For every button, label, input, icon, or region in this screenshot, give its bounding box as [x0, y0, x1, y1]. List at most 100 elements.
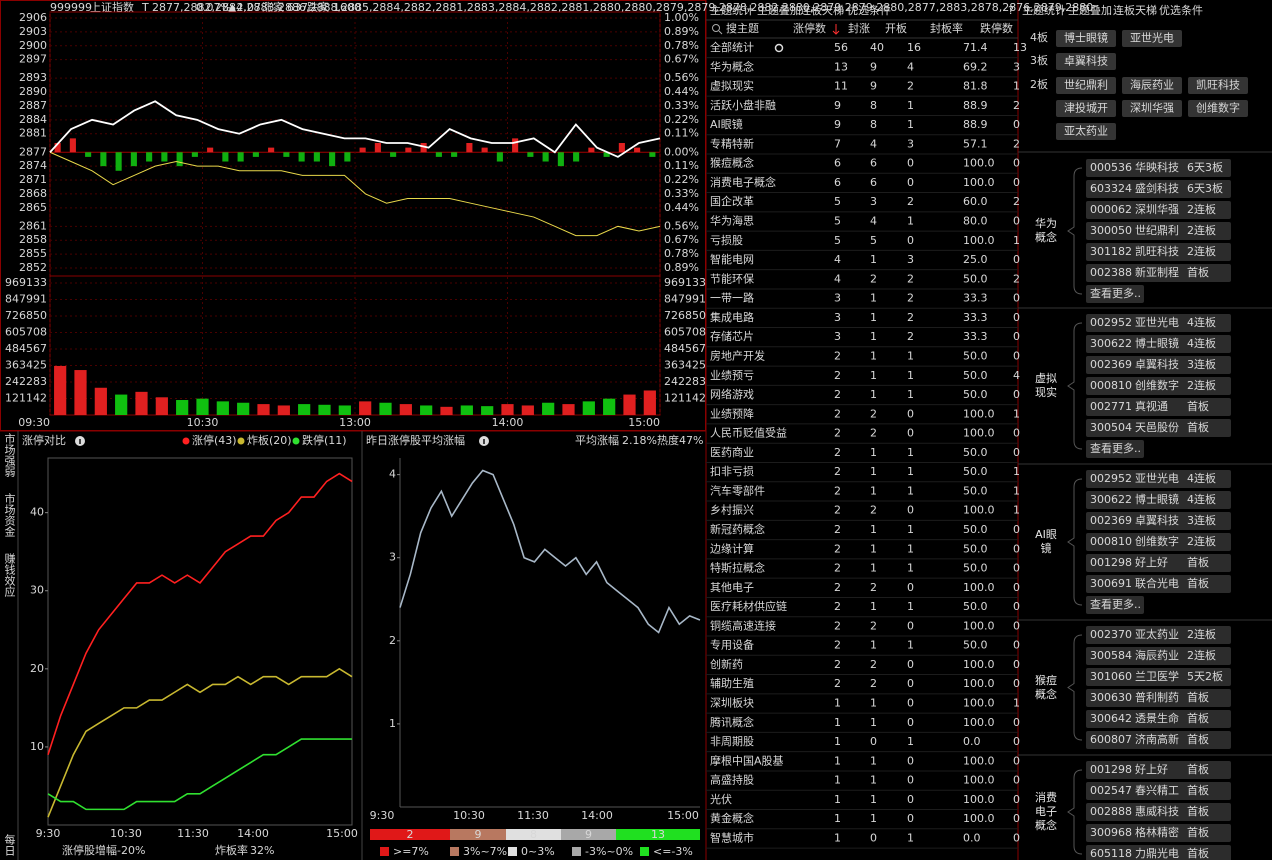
stock-row[interactable] [1086, 731, 1231, 749]
stock-chip[interactable] [1056, 123, 1116, 140]
stock-row[interactable] [1086, 470, 1231, 488]
theme-name[interactable]: 节能环保 [710, 271, 754, 285]
theme-name[interactable]: 猴痘概念 [710, 156, 754, 170]
theme-name[interactable]: 黄金概念 [710, 811, 754, 825]
theme-name[interactable]: 高盛持股 [710, 773, 754, 787]
stock-chip-label[interactable]: 亚太药业 [1064, 125, 1108, 138]
theme-name[interactable]: 亏损股 [710, 233, 743, 247]
tab[interactable]: 主题统计 [710, 4, 754, 17]
theme-name[interactable]: 智慧城市 [710, 830, 754, 844]
theme-name[interactable]: 华为海思 [710, 214, 754, 228]
column-header[interactable]: 开板 [885, 21, 907, 35]
theme-name[interactable]: 创新药 [710, 657, 743, 671]
tab[interactable]: 优选条件 [847, 3, 891, 17]
stock-row[interactable] [1086, 243, 1231, 261]
theme-name[interactable]: 医疗耗材供应链 [710, 599, 787, 613]
stock-chip-label[interactable]: 亚世光电 [1130, 31, 1174, 45]
tab[interactable]: 优选条件 [1159, 3, 1203, 17]
tab[interactable]: 连板天梯 [800, 3, 844, 17]
stock-row[interactable] [1086, 419, 1231, 437]
theme-name[interactable]: 其他电子 [710, 581, 754, 594]
theme-name[interactable]: 业绩预亏 [710, 369, 754, 382]
stock-row[interactable] [1086, 626, 1231, 644]
side-tab[interactable]: 每日 [3, 833, 16, 856]
stock-row[interactable] [1086, 710, 1231, 728]
side-tab[interactable]: 市场资金 [3, 492, 16, 537]
stock-chip-label[interactable]: 津投城开 [1064, 101, 1108, 115]
stock-row[interactable] [1086, 491, 1231, 509]
theme-name[interactable]: 华为概念 [710, 59, 754, 73]
stock-chip-label[interactable]: 创维数字 [1196, 101, 1240, 115]
theme-name[interactable]: 业绩预降 [710, 406, 754, 420]
stock-chip-label[interactable]: 凯旺科技 [1196, 78, 1240, 92]
stock-chip-label[interactable]: 海辰药业 [1130, 78, 1174, 92]
theme-name[interactable]: 铜缆高速连接 [710, 618, 776, 632]
stock-row[interactable] [1086, 845, 1231, 860]
stock-row[interactable] [1086, 356, 1231, 374]
column-header[interactable]: 封涨 [848, 21, 870, 35]
theme-name[interactable]: 新冠药概念 [710, 522, 765, 536]
tab[interactable]: 连板天梯 [1113, 3, 1157, 17]
theme-name[interactable]: 智能电网 [710, 252, 754, 266]
theme-name[interactable]: 特斯拉概念 [710, 561, 765, 575]
stock-row[interactable] [1086, 335, 1231, 353]
side-tab[interactable]: 市场强弱 [3, 432, 16, 478]
stock-row[interactable] [1086, 647, 1231, 665]
stock-chip[interactable] [1056, 30, 1116, 47]
more-button[interactable] [1086, 596, 1144, 614]
column-header[interactable]: 封板率 [930, 21, 963, 35]
theme-name[interactable]: AI眼镜 [710, 117, 743, 131]
stock-row[interactable] [1086, 264, 1231, 282]
stock-row[interactable] [1086, 180, 1231, 198]
stock-chip[interactable] [1056, 77, 1116, 94]
more-button-label[interactable]: 查看更多.. [1090, 597, 1141, 611]
theme-name[interactable]: 全部统计 [710, 40, 754, 54]
stock-chip[interactable] [1056, 100, 1116, 117]
theme-name[interactable]: 光伏 [710, 792, 732, 806]
stock-row[interactable] [1086, 512, 1231, 530]
side-tab[interactable]: 赚钱效应 [3, 552, 16, 598]
stock-row[interactable] [1086, 377, 1231, 395]
theme-name[interactable]: 腾讯概念 [710, 715, 754, 729]
tab[interactable]: 主题叠加 [757, 4, 801, 17]
stock-row[interactable] [1086, 554, 1231, 572]
stock-row[interactable] [1086, 689, 1231, 707]
theme-name[interactable]: 活跃小盘非融 [710, 98, 776, 112]
stock-row[interactable] [1086, 668, 1231, 686]
stock-row[interactable] [1086, 159, 1231, 177]
stock-chip[interactable] [1188, 100, 1248, 117]
search-box[interactable]: 搜主题 [726, 21, 759, 35]
stock-row[interactable] [1086, 201, 1231, 219]
stock-row[interactable] [1086, 398, 1231, 416]
more-button[interactable] [1086, 285, 1144, 303]
stock-row[interactable] [1086, 575, 1231, 593]
theme-name[interactable]: 人民币贬值受益 [710, 426, 787, 440]
theme-name[interactable]: 深圳板块 [710, 696, 754, 710]
stock-chip[interactable] [1122, 77, 1182, 94]
theme-name[interactable]: 医药商业 [710, 445, 754, 459]
more-button-label[interactable]: 查看更多.. [1090, 441, 1141, 455]
tab[interactable]: 主题叠加 [1068, 4, 1112, 17]
column-header[interactable]: 跌停数 [980, 21, 1013, 35]
theme-name[interactable]: 摩根中国A股基 [710, 753, 784, 767]
stock-chip[interactable] [1122, 30, 1182, 47]
theme-name[interactable]: 消费电子概念 [710, 175, 776, 189]
tab[interactable]: 主题统计 [1022, 4, 1066, 17]
theme-name[interactable]: 网络游戏 [710, 387, 754, 401]
stock-row[interactable] [1086, 782, 1231, 800]
theme-name[interactable]: 专用设备 [710, 638, 754, 652]
stock-chip[interactable] [1056, 53, 1116, 70]
stock-chip-label[interactable]: 世纪鼎利 [1064, 79, 1108, 92]
stock-chip[interactable] [1188, 77, 1248, 94]
theme-name[interactable]: 汽车零部件 [710, 483, 765, 497]
help-icon[interactable]: ? [1008, 4, 1014, 17]
stock-row[interactable] [1086, 222, 1231, 240]
theme-name[interactable]: 存储芯片 [710, 329, 754, 343]
column-header[interactable]: 涨停数 [793, 21, 826, 35]
more-button[interactable] [1086, 440, 1144, 458]
stock-row[interactable] [1086, 314, 1231, 332]
theme-name[interactable]: 辅助生殖 [710, 676, 754, 690]
stock-row[interactable] [1086, 803, 1231, 821]
theme-name[interactable]: 一带一路 [710, 292, 754, 305]
theme-name[interactable]: 边缘计算 [710, 541, 754, 555]
